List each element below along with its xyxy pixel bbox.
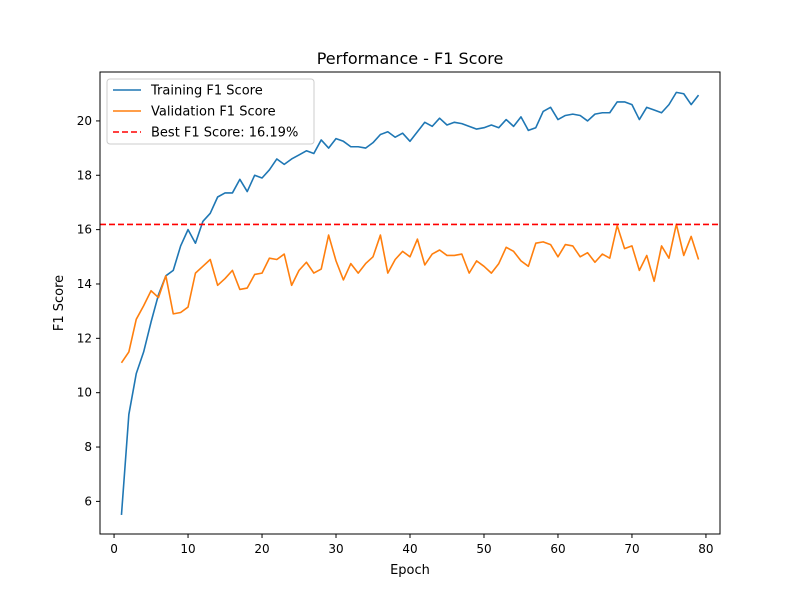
chart-title: Performance - F1 Score (317, 49, 504, 68)
y-tick-label: 16 (77, 223, 92, 237)
legend-label: Best F1 Score: 16.19% (151, 126, 298, 141)
x-tick-label: 50 (476, 542, 491, 556)
x-tick-label: 70 (624, 542, 639, 556)
y-tick-label: 12 (77, 331, 92, 345)
x-tick-label: 20 (254, 542, 269, 556)
legend: Training F1 Score Validation F1 Score Best… (106, 78, 315, 145)
x-tick-label: 60 (550, 542, 565, 556)
series-line-validation (120, 223, 700, 364)
y-tick-label: 20 (77, 114, 92, 128)
y-tick-label: 10 (77, 386, 92, 400)
x-tick-label: 0 (110, 542, 118, 556)
x-tick-label: 40 (402, 542, 417, 556)
series-line-training (120, 91, 700, 516)
y-tick-label: 14 (77, 277, 92, 291)
x-tick-label: 10 (180, 542, 195, 556)
y-tick-label: 8 (84, 440, 92, 454)
y-axis-label: F1 Score (52, 275, 67, 331)
legend-label: Training F1 Score (150, 84, 263, 99)
x-tick-label: 30 (328, 542, 343, 556)
legend-box (106, 78, 315, 145)
y-tick-label: 6 (84, 494, 92, 508)
x-tick-label: 80 (698, 542, 713, 556)
legend-label: Validation F1 Score (151, 105, 276, 120)
y-tick-label: 18 (77, 168, 92, 182)
x-axis-label: Epoch (390, 563, 430, 578)
